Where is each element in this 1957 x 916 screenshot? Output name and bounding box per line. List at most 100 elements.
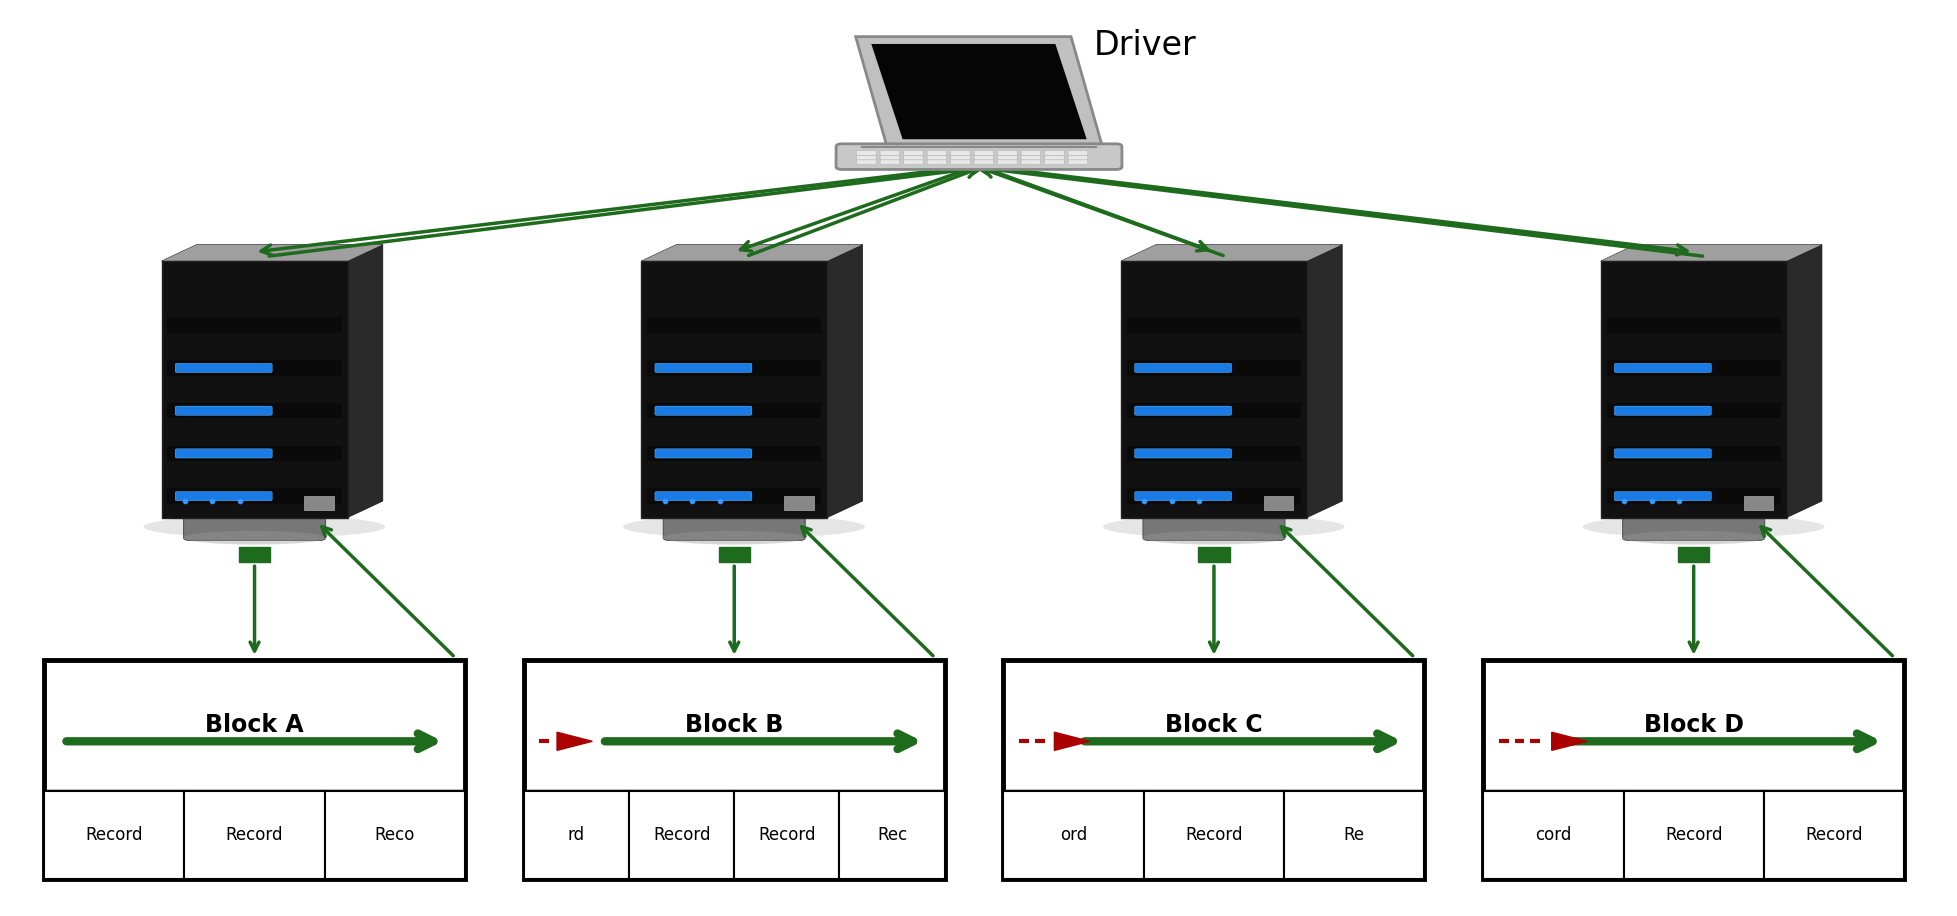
Bar [1605,360,1779,376]
Bar [1127,446,1299,461]
Text: Record: Record [86,826,143,845]
Bar [646,488,820,504]
Bar [1605,318,1779,333]
FancyBboxPatch shape [926,159,945,165]
FancyBboxPatch shape [176,492,272,501]
Bar [734,791,840,879]
FancyBboxPatch shape [998,159,1018,165]
Bar [1622,791,1763,879]
FancyBboxPatch shape [663,515,804,540]
Text: rd: rd [568,826,585,845]
FancyBboxPatch shape [1022,151,1041,155]
Text: cord: cord [1534,826,1571,845]
Bar [646,446,820,461]
Bar [1002,791,1143,879]
FancyBboxPatch shape [1069,151,1088,155]
FancyBboxPatch shape [1133,406,1231,415]
Text: Block A: Block A [205,714,303,737]
FancyBboxPatch shape [1622,515,1763,540]
Ellipse shape [1102,516,1344,539]
Bar [1284,791,1423,879]
Polygon shape [1053,732,1088,750]
Polygon shape [1785,245,1820,518]
Polygon shape [642,245,861,261]
Polygon shape [855,37,1102,147]
FancyBboxPatch shape [1133,449,1231,458]
FancyBboxPatch shape [1143,515,1284,540]
Bar [1481,660,1902,879]
Ellipse shape [1141,531,1286,544]
Bar [783,496,812,510]
Bar [1127,318,1299,333]
Bar [1677,547,1708,562]
Polygon shape [162,245,382,261]
Bar [1763,791,1902,879]
Polygon shape [1550,732,1585,750]
Ellipse shape [182,531,327,544]
Bar [168,488,341,504]
FancyBboxPatch shape [176,364,272,373]
FancyBboxPatch shape [855,151,875,155]
Bar [718,547,750,562]
FancyBboxPatch shape [836,144,1121,169]
FancyBboxPatch shape [1613,449,1710,458]
Bar [162,261,348,518]
Bar [1002,660,1423,879]
Bar [1127,488,1299,504]
Text: Block B: Block B [685,714,783,737]
Bar [45,660,466,879]
Bar [646,318,820,333]
Text: ord: ord [1059,826,1086,845]
Text: Re: Re [1343,826,1364,845]
Bar [1605,446,1779,461]
FancyBboxPatch shape [973,159,992,165]
Bar [168,360,341,376]
FancyBboxPatch shape [973,151,992,155]
FancyBboxPatch shape [949,159,969,165]
Bar [524,791,628,879]
Text: Driver: Driver [1094,29,1196,62]
Polygon shape [642,245,861,261]
Polygon shape [558,732,593,750]
Text: Record: Record [1663,826,1722,845]
Text: Record: Record [1804,826,1861,845]
FancyBboxPatch shape [1613,406,1710,415]
FancyBboxPatch shape [904,159,924,165]
Bar [184,791,325,879]
FancyBboxPatch shape [1613,364,1710,373]
Bar [1599,261,1785,518]
FancyBboxPatch shape [1045,151,1065,155]
Bar [1143,791,1284,879]
Text: Record: Record [757,826,816,845]
Text: Record: Record [652,826,710,845]
FancyBboxPatch shape [654,364,751,373]
Polygon shape [1599,245,1820,261]
FancyBboxPatch shape [949,151,969,155]
Bar [1127,360,1299,376]
FancyBboxPatch shape [1022,155,1041,159]
Bar [1742,496,1773,510]
Bar [1127,403,1299,419]
Text: Reco: Reco [374,826,415,845]
FancyBboxPatch shape [973,155,992,159]
Text: Record: Record [225,826,284,845]
FancyBboxPatch shape [855,155,875,159]
FancyBboxPatch shape [176,406,272,415]
Bar [1119,261,1307,518]
FancyBboxPatch shape [904,155,924,159]
FancyBboxPatch shape [998,151,1018,155]
Bar [168,403,341,419]
Polygon shape [162,245,382,261]
FancyBboxPatch shape [654,492,751,501]
Bar [239,547,270,562]
FancyBboxPatch shape [1069,155,1088,159]
FancyBboxPatch shape [1069,159,1088,165]
Bar [646,403,820,419]
Bar [646,360,820,376]
FancyBboxPatch shape [998,155,1018,159]
Polygon shape [826,245,861,518]
Text: Block D: Block D [1642,714,1744,737]
FancyBboxPatch shape [879,155,898,159]
FancyBboxPatch shape [1613,492,1710,501]
Polygon shape [1599,245,1820,261]
